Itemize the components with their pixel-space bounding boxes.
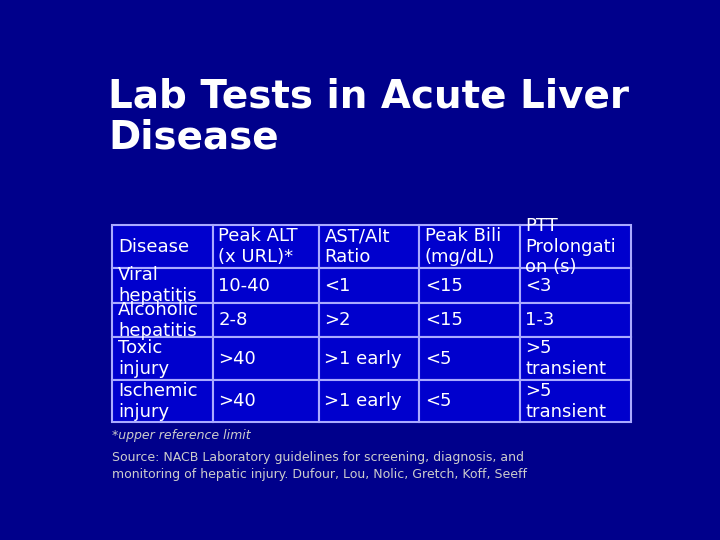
- Text: <15: <15: [425, 311, 463, 329]
- Bar: [213, 268, 319, 303]
- Bar: [520, 268, 631, 303]
- Bar: [112, 338, 213, 380]
- Text: >40: >40: [218, 392, 256, 410]
- Bar: [319, 268, 419, 303]
- Text: >40: >40: [218, 350, 256, 368]
- Text: Toxic
injury: Toxic injury: [118, 339, 169, 378]
- Bar: [419, 268, 520, 303]
- Bar: [112, 380, 213, 422]
- Text: AST/Alt
Ratio: AST/Alt Ratio: [324, 227, 390, 266]
- Bar: [112, 225, 213, 268]
- Bar: [319, 303, 419, 338]
- Text: >2: >2: [324, 311, 351, 329]
- Text: 10-40: 10-40: [218, 276, 270, 295]
- Text: <5: <5: [425, 392, 451, 410]
- Text: >5
transient: >5 transient: [526, 382, 606, 421]
- Text: <15: <15: [425, 276, 463, 295]
- Bar: [520, 303, 631, 338]
- Bar: [419, 225, 520, 268]
- Bar: [213, 225, 319, 268]
- Bar: [319, 338, 419, 380]
- Text: <1: <1: [324, 276, 351, 295]
- Bar: [213, 303, 319, 338]
- Bar: [419, 380, 520, 422]
- Bar: [112, 268, 213, 303]
- Text: >1 early: >1 early: [324, 350, 402, 368]
- Bar: [213, 380, 319, 422]
- Text: >1 early: >1 early: [324, 392, 402, 410]
- Text: <5: <5: [425, 350, 451, 368]
- Text: Viral
hepatitis: Viral hepatitis: [118, 266, 197, 305]
- Text: Lab Tests in Acute Liver
Disease: Lab Tests in Acute Liver Disease: [109, 77, 629, 156]
- Text: Alcoholic
hepatitis: Alcoholic hepatitis: [118, 301, 199, 340]
- Text: Ischemic
injury: Ischemic injury: [118, 382, 197, 421]
- Text: Peak ALT
(x URL)*: Peak ALT (x URL)*: [218, 227, 298, 266]
- Bar: [112, 303, 213, 338]
- Bar: [319, 225, 419, 268]
- Text: 1-3: 1-3: [526, 311, 554, 329]
- Bar: [419, 303, 520, 338]
- Text: PTT
Prolongati
on (s): PTT Prolongati on (s): [526, 217, 616, 276]
- Text: Peak Bili
(mg/dL): Peak Bili (mg/dL): [425, 227, 501, 266]
- Bar: [520, 338, 631, 380]
- Bar: [520, 225, 631, 268]
- Text: <3: <3: [526, 276, 552, 295]
- Bar: [520, 380, 631, 422]
- Text: *upper reference limit: *upper reference limit: [112, 429, 251, 442]
- Text: Disease: Disease: [118, 238, 189, 255]
- Bar: [419, 338, 520, 380]
- Text: Source: NACB Laboratory guidelines for screening, diagnosis, and
monitoring of h: Source: NACB Laboratory guidelines for s…: [112, 451, 527, 482]
- Bar: [213, 338, 319, 380]
- Bar: [319, 380, 419, 422]
- Text: 2-8: 2-8: [218, 311, 248, 329]
- Text: >5
transient: >5 transient: [526, 339, 606, 378]
